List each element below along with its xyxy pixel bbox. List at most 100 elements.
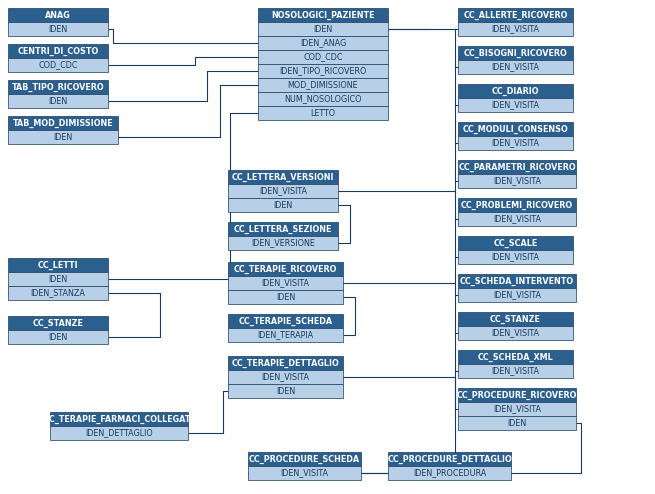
Text: MOD_DIMISSIONE: MOD_DIMISSIONE [288,81,358,89]
Bar [50,412,188,426]
Text: IDEN: IDEN [273,201,293,209]
Text: IDEN_VISITA: IDEN_VISITA [491,63,540,72]
Bar [8,116,118,130]
Bar [228,314,343,328]
Bar [228,170,338,184]
Bar [258,22,388,36]
Text: CC_TERAPIE_SCHEDA: CC_TERAPIE_SCHEDA [238,317,333,326]
Bar [228,328,343,342]
Text: ANAG: ANAG [45,10,71,19]
Bar [8,44,108,58]
Text: IDEN_TERAPIA: IDEN_TERAPIA [257,330,314,339]
Text: CC_TERAPIE_RICOVERO: CC_TERAPIE_RICOVERO [234,264,337,274]
Bar [258,50,388,64]
Bar [8,22,108,36]
Bar [458,22,573,36]
Text: IDEN_VISITA: IDEN_VISITA [491,367,540,375]
Text: CC_PROCEDURE_SCHEDA: CC_PROCEDURE_SCHEDA [249,454,360,463]
Bar [458,288,576,302]
Text: CC_TERAPIE_FARMACI_COLLEGATI: CC_TERAPIE_FARMACI_COLLEGATI [44,414,194,423]
Text: IDEN: IDEN [508,418,527,427]
Text: IDEN_PROCEDURA: IDEN_PROCEDURA [413,468,486,478]
Text: CC_TERAPIE_DETTAGLIO: CC_TERAPIE_DETTAGLIO [232,359,339,368]
Text: IDEN_VISITA: IDEN_VISITA [491,329,540,337]
Bar [248,452,361,466]
Bar [50,426,188,440]
Text: IDEN: IDEN [53,132,73,141]
Text: COD_CDC: COD_CDC [303,52,343,61]
Bar [8,130,118,144]
Bar [8,58,108,72]
Bar [8,286,108,300]
Text: IDEN_VISITA: IDEN_VISITA [493,214,541,223]
Text: CC_PROCEDURE_DETTAGLIO: CC_PROCEDURE_DETTAGLIO [387,454,512,463]
Text: CC_SCALE: CC_SCALE [493,239,538,247]
Text: IDEN_VISITA: IDEN_VISITA [491,100,540,110]
Text: IDEN: IDEN [48,96,67,106]
Bar [258,36,388,50]
Bar [458,84,573,98]
Text: IDEN: IDEN [313,25,333,34]
Bar [458,274,576,288]
Text: IDEN_ANAG: IDEN_ANAG [300,39,346,47]
Bar [458,174,576,188]
Bar [458,212,576,226]
Bar [458,250,573,264]
Bar [248,466,361,480]
Text: IDEN_STANZA: IDEN_STANZA [31,288,85,297]
Text: IDEN_VISITA: IDEN_VISITA [261,372,310,381]
Bar [258,8,388,22]
Bar [8,330,108,344]
Text: CC_MODULI_CONSENSO: CC_MODULI_CONSENSO [462,124,569,133]
Text: IDEN_DETTAGLIO: IDEN_DETTAGLIO [85,428,153,438]
Bar [8,94,108,108]
Text: CC_PROBLEMI_RICOVERO: CC_PROBLEMI_RICOVERO [461,201,573,209]
Text: IDEN_VISITA: IDEN_VISITA [491,138,540,148]
Text: IDEN_VISITA: IDEN_VISITA [493,405,541,413]
Bar [8,258,108,272]
Bar [228,384,343,398]
Text: IDEN_VISITA: IDEN_VISITA [261,279,310,288]
Text: IDEN: IDEN [48,275,67,284]
Bar [458,350,573,364]
Text: CC_ALLERTE_RICOVERO: CC_ALLERTE_RICOVERO [463,10,568,20]
Text: CC_LETTERA_SEZIONE: CC_LETTERA_SEZIONE [234,224,332,234]
Bar [458,416,576,430]
Bar [258,92,388,106]
Bar [8,8,108,22]
Text: IDEN_VERSIONE: IDEN_VERSIONE [251,239,315,247]
Bar [228,184,338,198]
Text: CC_SCHEDA_INTERVENTO: CC_SCHEDA_INTERVENTO [460,277,574,286]
Text: IDEN_TIPO_RICOVERO: IDEN_TIPO_RICOVERO [279,67,367,76]
Text: CC_LETTI: CC_LETTI [38,260,79,270]
Bar [228,262,343,276]
Text: IDEN: IDEN [48,332,67,341]
Bar [458,326,573,340]
Text: IDEN_VISITA: IDEN_VISITA [280,468,329,478]
Text: CC_LETTERA_VERSIONI: CC_LETTERA_VERSIONI [232,172,334,182]
Bar [388,466,511,480]
Bar [228,198,338,212]
Bar [458,198,576,212]
Bar [458,236,573,250]
Bar [388,452,511,466]
Text: TAB_MOD_DIMISSIONE: TAB_MOD_DIMISSIONE [12,119,113,127]
Bar [228,222,338,236]
Text: NOSOLOGICI_PAZIENTE: NOSOLOGICI_PAZIENTE [271,10,375,20]
Bar [228,356,343,370]
Bar [228,236,338,250]
Text: IDEN_VISITA: IDEN_VISITA [491,25,540,34]
Text: IDEN_VISITA: IDEN_VISITA [491,252,540,261]
Bar [258,64,388,78]
Bar [458,98,573,112]
Bar [458,160,576,174]
Bar [228,370,343,384]
Bar [458,312,573,326]
Text: CC_STANZE: CC_STANZE [490,314,541,324]
Text: TAB_TIPO_RICOVERO: TAB_TIPO_RICOVERO [12,82,104,91]
Text: IDEN_VISITA: IDEN_VISITA [259,187,307,196]
Bar [458,122,573,136]
Bar [8,272,108,286]
Text: CC_DIARIO: CC_DIARIO [492,86,539,95]
Text: CC_PROCEDURE_RICOVERO: CC_PROCEDURE_RICOVERO [457,390,577,400]
